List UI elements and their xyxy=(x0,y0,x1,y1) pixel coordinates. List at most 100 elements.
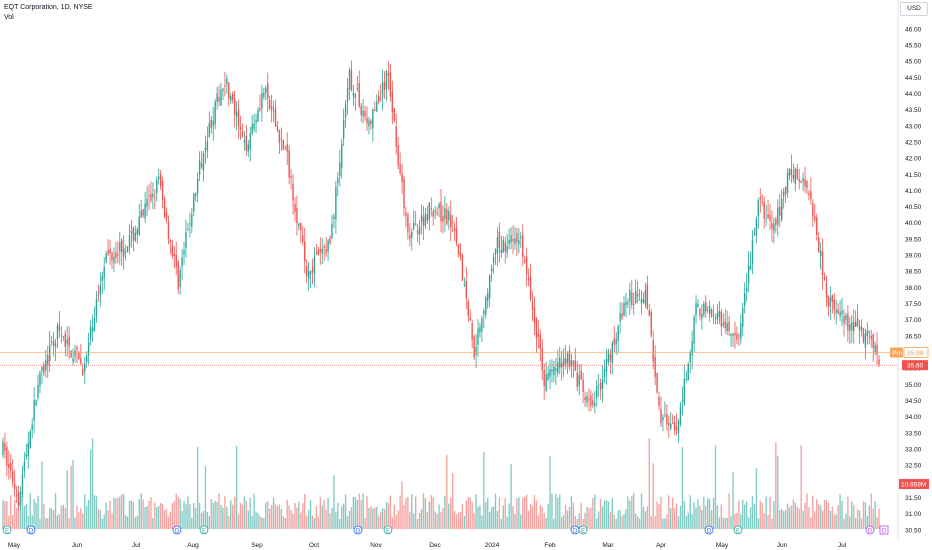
volume-bar xyxy=(864,502,867,529)
candle-body xyxy=(126,246,129,252)
candle-body xyxy=(202,153,205,171)
candle-body xyxy=(366,117,368,124)
currency-button[interactable]: USD xyxy=(900,2,928,16)
price-tick-label: 33.00 xyxy=(905,446,922,453)
volume-bar xyxy=(786,503,789,529)
candle-body xyxy=(305,266,308,276)
volume-bar xyxy=(49,508,51,529)
candle-body xyxy=(438,203,440,209)
candle-body xyxy=(444,208,446,219)
candle-body xyxy=(163,198,166,217)
candle-body xyxy=(91,327,94,332)
candle-body xyxy=(286,144,288,152)
volume-bar xyxy=(15,508,18,529)
candle-body xyxy=(757,200,760,217)
candle-body xyxy=(825,283,828,298)
earnings-marker[interactable] xyxy=(578,525,588,535)
candle-body xyxy=(471,322,473,340)
candle-body xyxy=(442,215,444,222)
volume-bar xyxy=(623,513,625,529)
earnings-marker[interactable] xyxy=(199,525,209,535)
volume-bar xyxy=(617,510,619,529)
dividend-marker[interactable] xyxy=(26,525,36,535)
volume-bar xyxy=(631,496,633,529)
candle-body xyxy=(348,69,351,90)
candle-body xyxy=(775,219,777,226)
volume-bar xyxy=(307,509,310,529)
candle-body xyxy=(290,176,292,179)
volume-bar xyxy=(712,498,715,529)
volume-bar xyxy=(747,517,750,529)
candle-body xyxy=(356,88,358,90)
time-axis[interactable]: May Jun Jul Aug Sep Oct Nov Dec 2024 Feb Mar Apr May… xyxy=(8,542,847,549)
volume-bar xyxy=(773,501,775,529)
volume-bar xyxy=(230,500,232,529)
volume-bar xyxy=(450,497,452,529)
dividend-marker[interactable] xyxy=(704,525,714,535)
volume-indicator-label[interactable]: Vol xyxy=(4,14,14,21)
candle-body xyxy=(364,111,366,117)
candle-body xyxy=(730,333,732,336)
volume-bar xyxy=(206,511,209,529)
candle-body xyxy=(710,309,713,318)
symbol-title[interactable]: EQT Corporation, 1D, NYSE xyxy=(4,4,93,11)
volume-bar xyxy=(841,500,843,529)
earnings-marker[interactable] xyxy=(2,525,12,535)
candle-body xyxy=(808,193,810,196)
candle-body xyxy=(627,302,629,304)
candle-body xyxy=(732,333,734,336)
candle-body xyxy=(85,356,88,362)
volume-bar xyxy=(858,510,861,529)
volume-bar xyxy=(300,512,302,529)
volume-bar xyxy=(6,500,8,529)
volume-bar xyxy=(341,506,343,529)
premarket-value-box xyxy=(903,347,929,358)
volume-bar xyxy=(451,473,454,529)
candle-body xyxy=(29,431,31,448)
volume-bar xyxy=(286,499,288,529)
price-tick-label: 31.00 xyxy=(905,511,922,518)
volume-bar xyxy=(463,516,466,529)
premarket-value: 35.99 xyxy=(907,350,924,357)
candle-body xyxy=(814,216,816,221)
dividend-marker[interactable] xyxy=(865,525,875,535)
dividend-marker[interactable] xyxy=(353,525,363,535)
candle-body xyxy=(537,333,540,337)
earnings-marker[interactable] xyxy=(733,525,743,535)
volume-bar xyxy=(543,512,545,529)
candle-body xyxy=(572,361,575,365)
candle-body xyxy=(668,422,670,426)
event-marker-letter: E xyxy=(386,528,390,534)
volume-bar xyxy=(354,497,357,529)
candle-body xyxy=(115,251,117,259)
volume-bar xyxy=(335,511,337,529)
candle-body xyxy=(566,353,569,364)
candle-body xyxy=(839,312,841,317)
candle-body xyxy=(539,334,541,349)
price-tick-label: 35.00 xyxy=(905,382,922,389)
earnings-marker[interactable] xyxy=(383,525,393,535)
volume-bar xyxy=(753,503,756,529)
candle-body xyxy=(350,70,353,91)
volume-bar xyxy=(2,500,4,529)
volume-bar xyxy=(436,513,438,529)
candle-body xyxy=(274,107,277,127)
candle-body xyxy=(660,408,662,424)
candle-body xyxy=(103,266,105,278)
candle-body xyxy=(724,320,726,329)
volume-bar xyxy=(621,515,623,529)
volume-bar xyxy=(249,497,251,529)
candle-body xyxy=(181,257,183,267)
candle-body xyxy=(553,366,555,376)
volume-bar xyxy=(547,503,549,529)
volume-bar xyxy=(87,500,90,529)
volume-bar xyxy=(103,514,105,529)
volume-bar xyxy=(689,495,691,529)
time-tick-label: Jun xyxy=(72,542,83,549)
volume-bar xyxy=(228,515,230,529)
volume-bar xyxy=(64,507,66,529)
volume-bar xyxy=(699,505,701,529)
dividend-marker[interactable] xyxy=(172,525,182,535)
earnings-upcoming-marker[interactable] xyxy=(879,525,889,535)
